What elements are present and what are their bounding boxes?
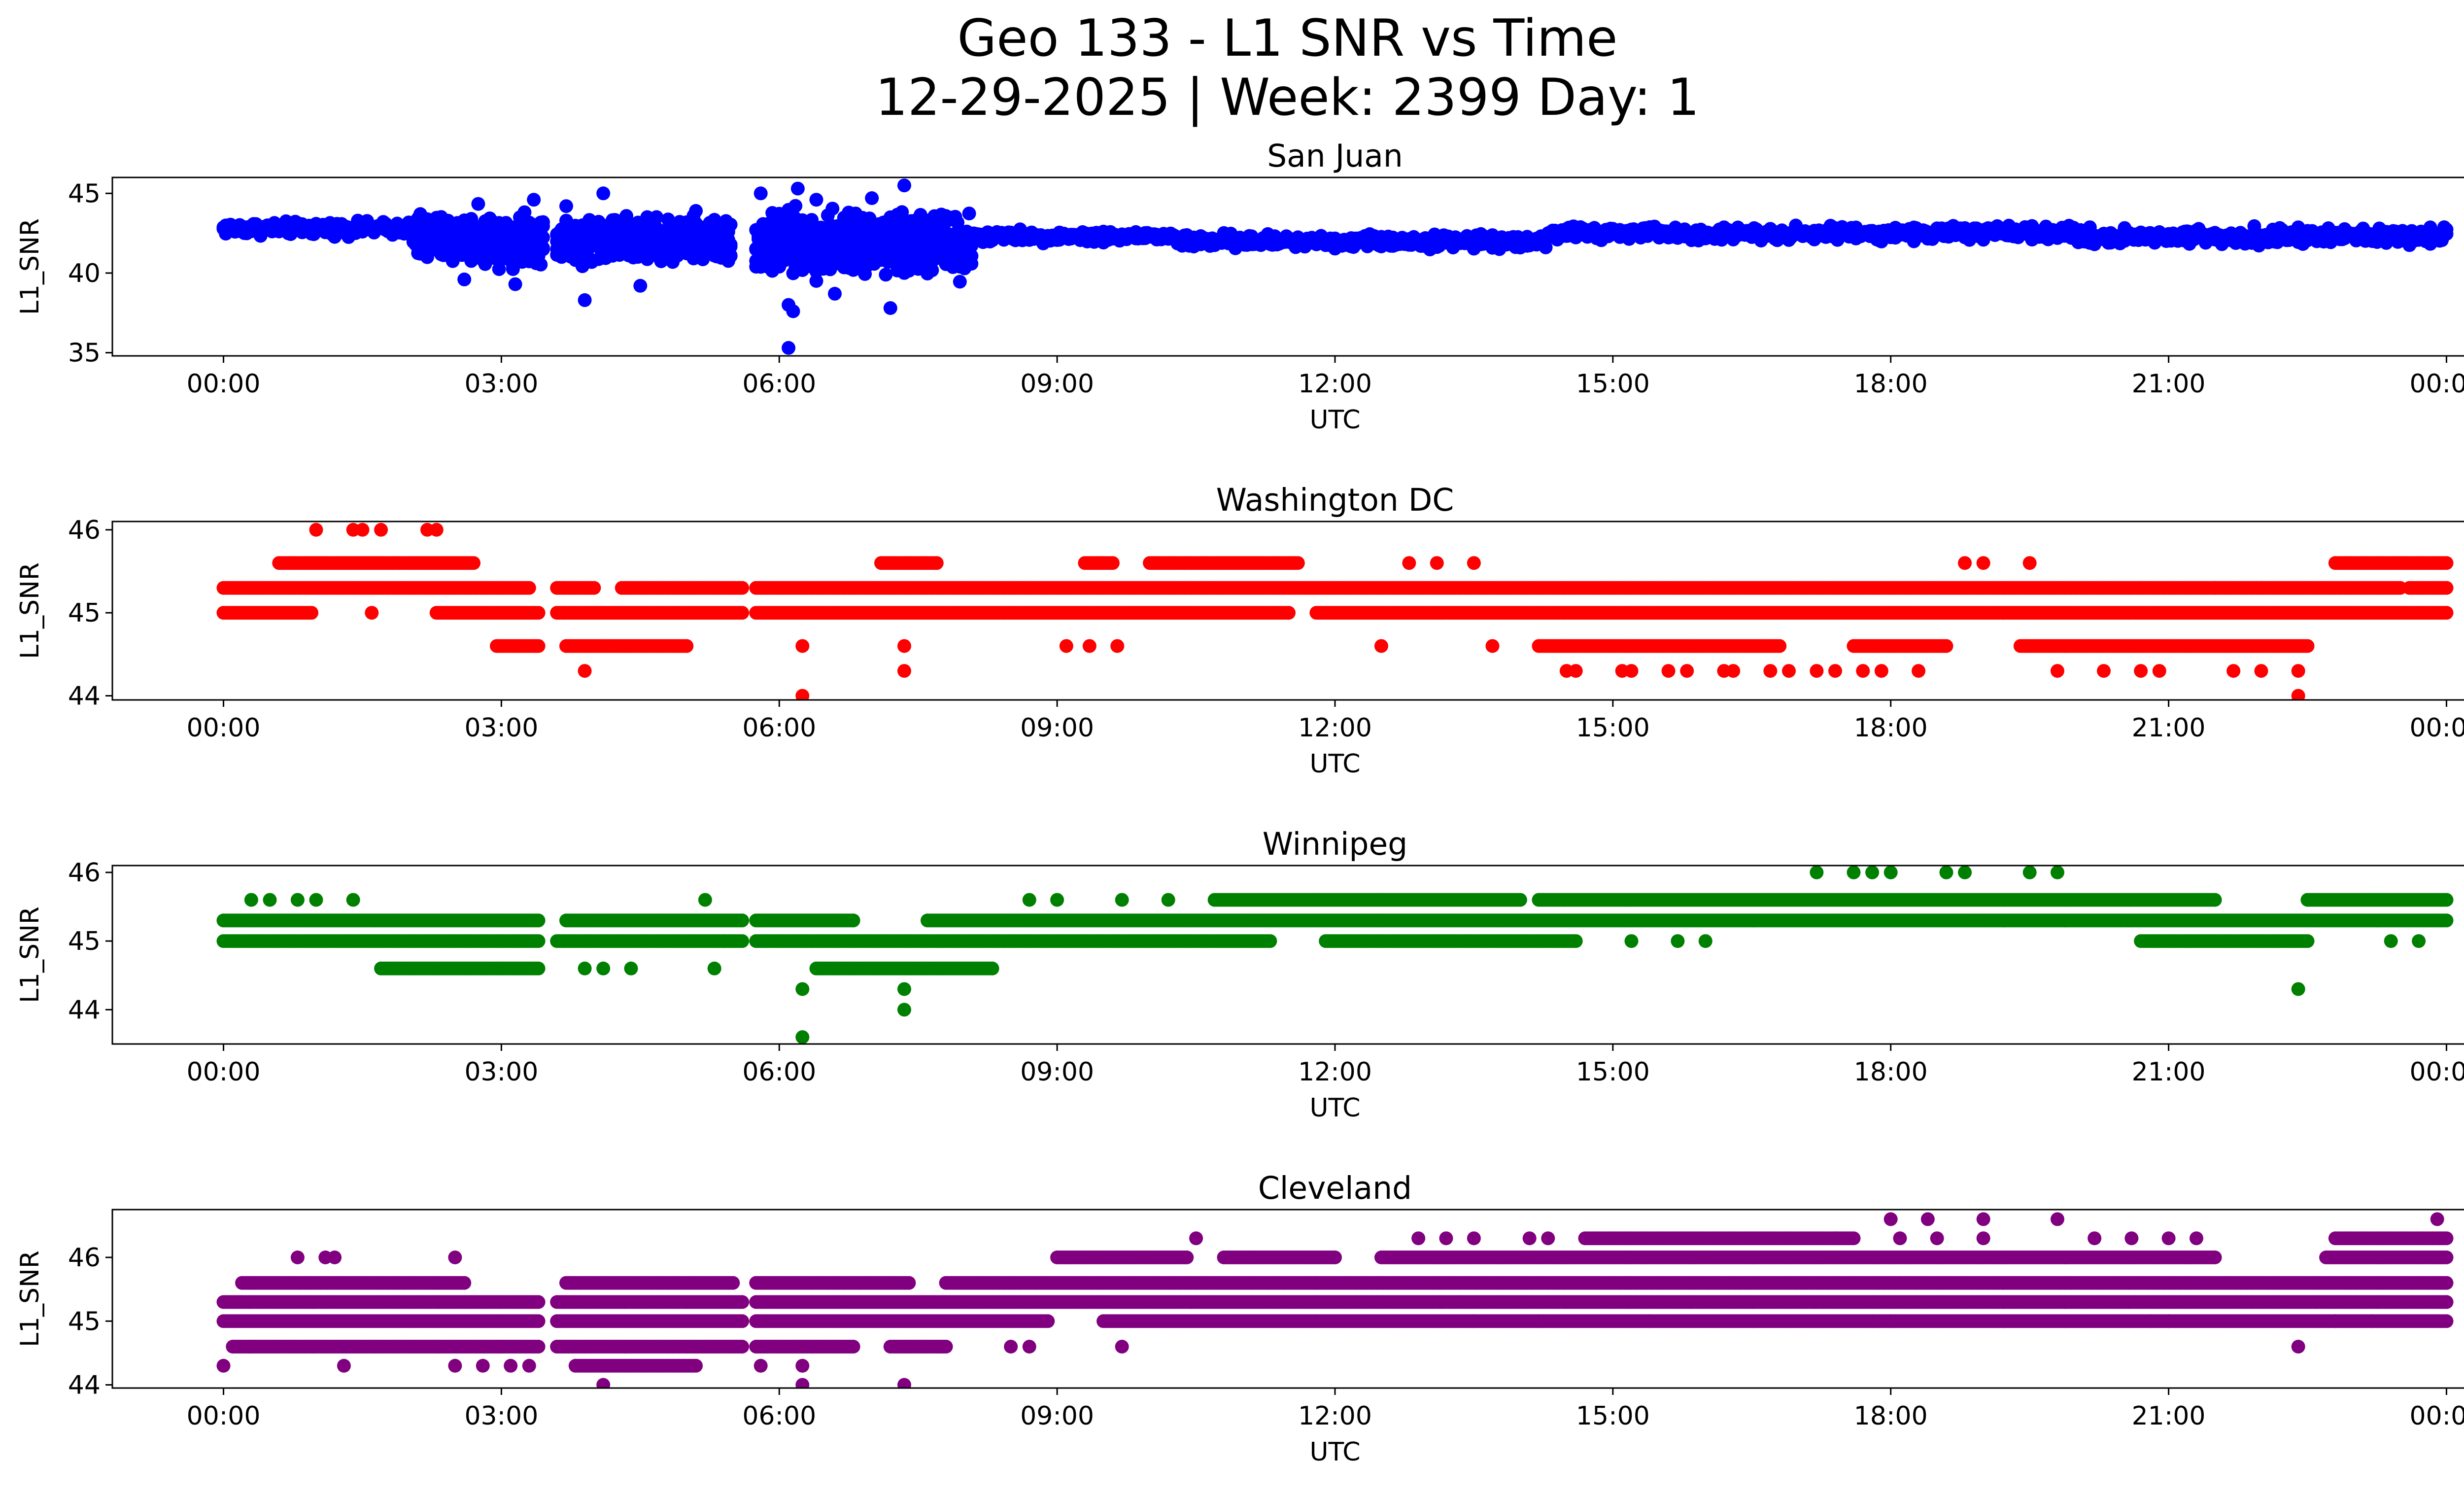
x-tick-label: 06:00 <box>742 369 816 399</box>
data-point <box>531 606 546 620</box>
data-point <box>531 639 546 653</box>
data-point <box>958 245 972 259</box>
data-point <box>517 205 532 219</box>
data-point <box>464 212 479 226</box>
data-point <box>492 262 506 276</box>
data-point <box>865 191 879 205</box>
data-point <box>790 181 805 196</box>
data-point <box>953 275 967 289</box>
data-point <box>2439 581 2454 595</box>
data-point <box>809 274 823 288</box>
data-point <box>895 205 909 219</box>
x-tick-label: 00:00 <box>2410 369 2464 399</box>
x-tick-label: 03:00 <box>464 369 538 399</box>
data-point <box>536 219 550 233</box>
data-point <box>1939 639 1953 653</box>
data-point <box>825 202 840 216</box>
subplot-title: Washington DC <box>1216 482 1454 518</box>
data-point <box>809 193 823 207</box>
x-tick-label: 09:00 <box>1020 369 1094 399</box>
series-markers <box>216 522 2454 700</box>
data-point <box>2439 556 2454 570</box>
data-point <box>723 217 738 232</box>
data-point <box>1282 606 1296 620</box>
subplot-0: San Juan L1_SNR UTC 00:00 03:00 06:00 09:00 12:… <box>15 138 2464 435</box>
data-point <box>689 204 703 218</box>
data-point <box>735 581 750 595</box>
subplot-title: San Juan <box>1267 138 1403 174</box>
x-axis-label: UTC <box>1309 749 1360 779</box>
data-point <box>929 556 944 570</box>
data-point <box>962 207 976 221</box>
axes-frame <box>111 176 2464 357</box>
data-point <box>782 341 796 355</box>
data-point <box>879 268 893 282</box>
data-point <box>1773 639 1787 653</box>
y-tick-label: 45 <box>68 179 101 209</box>
data-point <box>587 581 601 595</box>
data-point <box>522 581 536 595</box>
x-tick-label: 18:00 <box>1854 369 1928 399</box>
x-tick-label: 00:00 <box>187 369 261 399</box>
x-tick-label: 12:00 <box>1298 369 1372 399</box>
x-tick-label: 15:00 <box>1576 369 1650 399</box>
data-point <box>828 286 842 301</box>
data-point <box>650 210 664 224</box>
data-point <box>1291 556 1305 570</box>
data-point <box>753 186 768 201</box>
y-tick-label: 40 <box>68 259 101 288</box>
figure-title-line-2: 12-29-2025 | Week: 2399 Day: 1 <box>875 68 1700 127</box>
data-point <box>723 240 738 254</box>
data-point <box>633 278 648 293</box>
series-markers <box>216 178 2454 355</box>
data-point <box>2439 222 2454 237</box>
data-point <box>508 277 522 291</box>
data-point <box>1539 240 1553 254</box>
data-point <box>457 272 472 286</box>
figure-title: Geo 133 - L1 SNR vs Time 12-29-2025 | We… <box>0 9 2464 127</box>
data-point <box>536 230 550 244</box>
data-point <box>578 293 592 307</box>
data-point <box>534 257 548 272</box>
data-point <box>786 304 800 318</box>
data-point <box>883 301 897 315</box>
data-point <box>788 199 803 213</box>
data-point <box>619 209 634 223</box>
data-point <box>596 186 611 201</box>
figure-title-line-1: Geo 133 - L1 SNR vs Time <box>957 9 1618 68</box>
y-axis-label: L1_SNR <box>15 218 45 315</box>
data-point <box>925 263 939 278</box>
y-axis-label: L1_SNR <box>15 562 45 659</box>
data-point <box>536 242 550 256</box>
data-point <box>527 193 541 207</box>
data-point <box>467 556 480 570</box>
data-point <box>559 199 573 213</box>
data-point <box>471 197 485 211</box>
x-axis-label: UTC <box>1309 405 1360 435</box>
data-point <box>680 639 694 653</box>
data-point <box>305 606 319 620</box>
y-tick-label: 35 <box>68 339 101 368</box>
data-point <box>2439 606 2454 620</box>
data-point <box>735 606 750 620</box>
x-tick-label: 21:00 <box>2132 369 2206 399</box>
data-point <box>897 178 911 193</box>
data-point <box>1105 556 1120 570</box>
